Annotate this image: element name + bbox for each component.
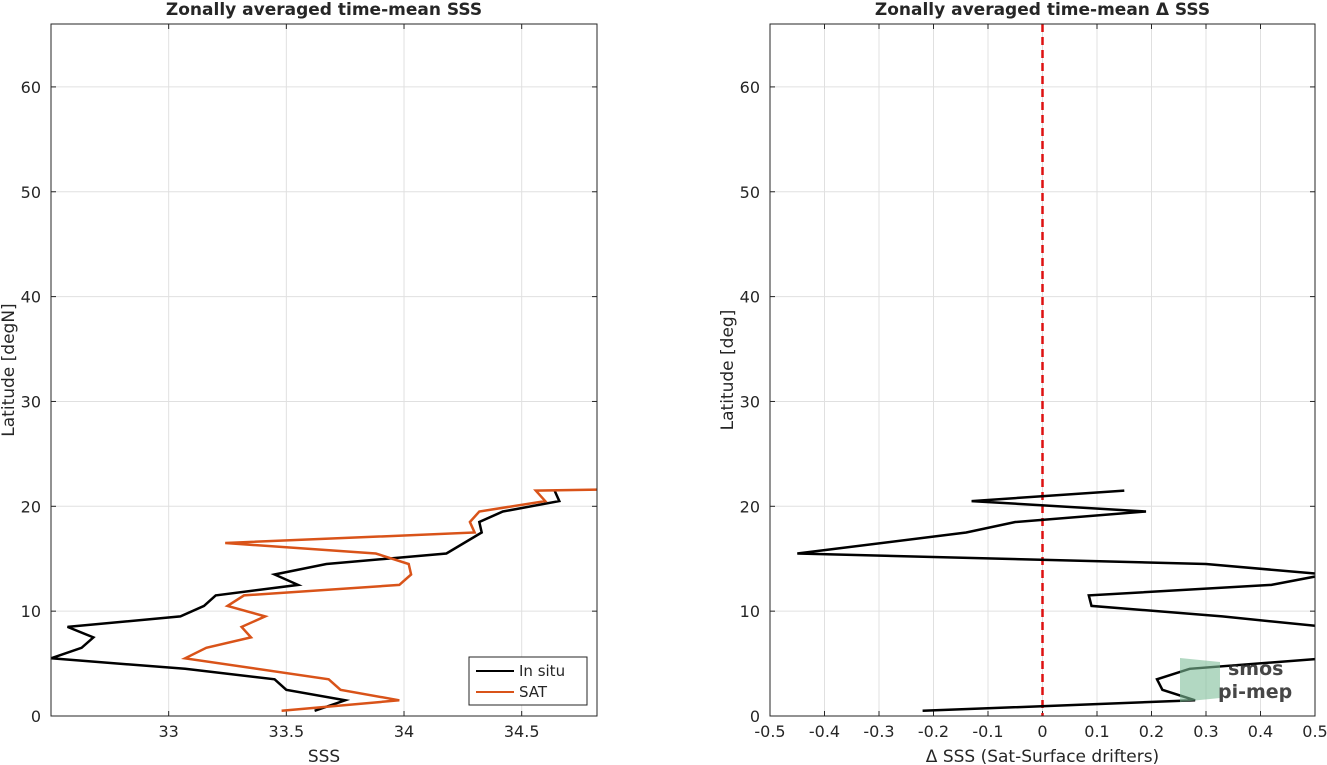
y-tick-label: 20 (740, 497, 760, 516)
y-tick-label: 10 (21, 602, 41, 621)
x-tick-label: 33 (158, 722, 178, 741)
legend: In situ SAT (468, 656, 588, 706)
x-axis-label: Δ SSS (Sat-Surface drifters) (926, 747, 1159, 765)
x-tick-label: 0.5 (1302, 722, 1327, 741)
sss-panel: 33 33.5 34 34.5 0 10 20 30 40 50 60 Zonally avera… (0, 0, 598, 765)
series-group (51, 488, 597, 713)
x-tick-label: 33.5 (269, 722, 305, 741)
y-tick-label: 0 (750, 707, 760, 726)
chart-title: Zonally averaged time-mean SSS (166, 0, 482, 20)
chart-title: Zonally averaged time-mean Δ SSS (875, 0, 1210, 20)
x-tick-labels: -0.5 -0.4 -0.3 -0.2 -0.1 0 0.1 0.2 0.3 0.4 0.5 (754, 722, 1327, 741)
y-tick-label: 40 (21, 288, 41, 307)
x-tick-label: 0.4 (1248, 722, 1273, 741)
x-tick-label: 0 (1037, 722, 1047, 741)
x-tick-label: 34.5 (504, 722, 540, 741)
x-tick-label: 0.3 (1193, 722, 1218, 741)
y-tick-labels: 0 10 20 30 40 50 60 (21, 78, 41, 726)
y-tick-label: 20 (21, 497, 41, 516)
y-tick-label: 30 (740, 392, 760, 411)
series-line-sat (180, 488, 597, 713)
logo-text-smos: smos (1228, 658, 1283, 680)
delta-sss-panel: smos pi-mep -0.5 -0.4 -0.3 -0.2 -0.1 0 0.1 0.2 0… (718, 0, 1327, 765)
x-tick-label: 34 (394, 722, 414, 741)
x-tick-label: 0.1 (1084, 722, 1109, 741)
logo-mark (1180, 658, 1220, 702)
plot-border (769, 23, 1316, 717)
x-tick-label: -0.3 (863, 722, 894, 741)
y-tick-label: 60 (21, 78, 41, 97)
legend-label-sat: SAT (519, 683, 548, 701)
x-axis-label: SSS (308, 747, 340, 765)
x-tick-label: -0.5 (754, 722, 785, 741)
series-group (797, 489, 1315, 713)
y-tick-label: 10 (740, 602, 760, 621)
legend-box (468, 656, 588, 706)
y-tick-label: 40 (740, 288, 760, 307)
y-tick-label: 60 (740, 78, 760, 97)
smos-pi-mep-logo: smos pi-mep (1180, 658, 1292, 703)
y-axis-label: Latitude [deg] (718, 310, 738, 431)
x-tick-label: -0.4 (809, 722, 840, 741)
x-tick-label: 0.2 (1139, 722, 1164, 741)
y-tick-labels: 0 10 20 30 40 50 60 (740, 78, 760, 726)
y-tick-label: 30 (21, 392, 41, 411)
x-tick-label: -0.2 (918, 722, 949, 741)
plot-area (51, 24, 597, 716)
series-line-in-situ (51, 490, 562, 712)
x-tick-labels: 33 33.5 34 34.5 (158, 722, 539, 741)
series-line-delta-sss (797, 489, 1315, 713)
y-tick-label: 50 (740, 183, 760, 202)
plot-border (50, 23, 598, 717)
y-axis-label: Latitude [degN] (0, 303, 19, 436)
logo-text-pi-mep: pi-mep (1218, 681, 1292, 703)
x-tick-label: -0.1 (972, 722, 1003, 741)
y-tick-label: 0 (31, 707, 41, 726)
legend-label-in-situ: In situ (519, 662, 565, 680)
y-tick-label: 50 (21, 183, 41, 202)
